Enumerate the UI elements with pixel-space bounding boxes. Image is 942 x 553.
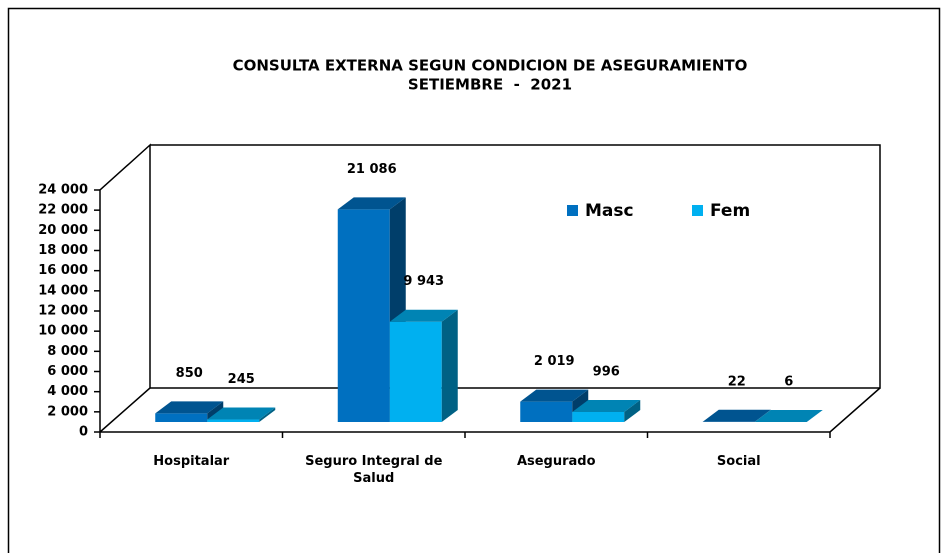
bar-front (337, 209, 390, 422)
data-label: 245 (228, 372, 255, 387)
bar-top (702, 409, 771, 422)
data-label: 22 (728, 374, 746, 389)
bar-side (259, 407, 276, 422)
bar-front (389, 321, 442, 422)
y-tick-label: 6 000 (47, 364, 88, 379)
data-label: 6 (784, 374, 793, 389)
y-tick-label: 4 000 (47, 384, 88, 399)
y-tick-label: 14 000 (38, 283, 88, 298)
bar-side (441, 309, 458, 422)
x-tick-label: Seguro Integral de Salud (305, 454, 443, 486)
y-tick-label: 16 000 (38, 263, 88, 278)
bar-top (155, 401, 224, 414)
bar-top (520, 389, 589, 402)
bar-top (337, 197, 406, 210)
data-label: 21 086 (347, 162, 397, 177)
y-tick-label: 0 (79, 425, 88, 440)
legend-label: Fem (710, 201, 750, 221)
y-tick-label: 8 000 (47, 344, 88, 359)
bar-side (624, 399, 641, 422)
chart-title: CONSULTA EXTERNA SEGUN CONDICION DE ASEG… (233, 57, 748, 75)
bar-front (572, 411, 625, 422)
bar-top (207, 407, 276, 420)
back-wall (150, 144, 881, 389)
legend-label: Masc (585, 201, 634, 221)
data-label: 850 (176, 366, 203, 381)
bar-front (520, 401, 573, 422)
x-tick-label: Asegurado (516, 454, 596, 469)
left-wall (99, 143, 151, 433)
y-tick-label: 22 000 (38, 203, 88, 218)
bar-side (806, 409, 823, 422)
y-tick-label: 12 000 (38, 304, 88, 319)
chart-subtitle: SETIEMBRE - 2021 (408, 76, 572, 94)
data-label: 2 019 (534, 354, 575, 369)
x-tick-label: Social (716, 454, 761, 469)
bar-top (572, 399, 641, 412)
y-tick-label: 24 000 (38, 183, 88, 198)
y-tick-label: 2 000 (47, 404, 88, 419)
frame (7, 7, 941, 553)
data-label: 9 943 (403, 274, 444, 289)
y-tick-label: 18 000 (38, 243, 88, 258)
y-tick-label: 20 000 (38, 223, 88, 238)
y-tick-label: 10 000 (38, 324, 88, 339)
legend-swatch (692, 205, 703, 216)
bar-top (754, 409, 823, 422)
bar-front (207, 419, 260, 422)
bar-top (389, 309, 458, 322)
axes (99, 143, 881, 433)
x-tick-label: Hospitalar (153, 454, 230, 469)
bar-front (155, 413, 208, 422)
legend-swatch (567, 205, 578, 216)
data-label: 996 (593, 364, 620, 379)
